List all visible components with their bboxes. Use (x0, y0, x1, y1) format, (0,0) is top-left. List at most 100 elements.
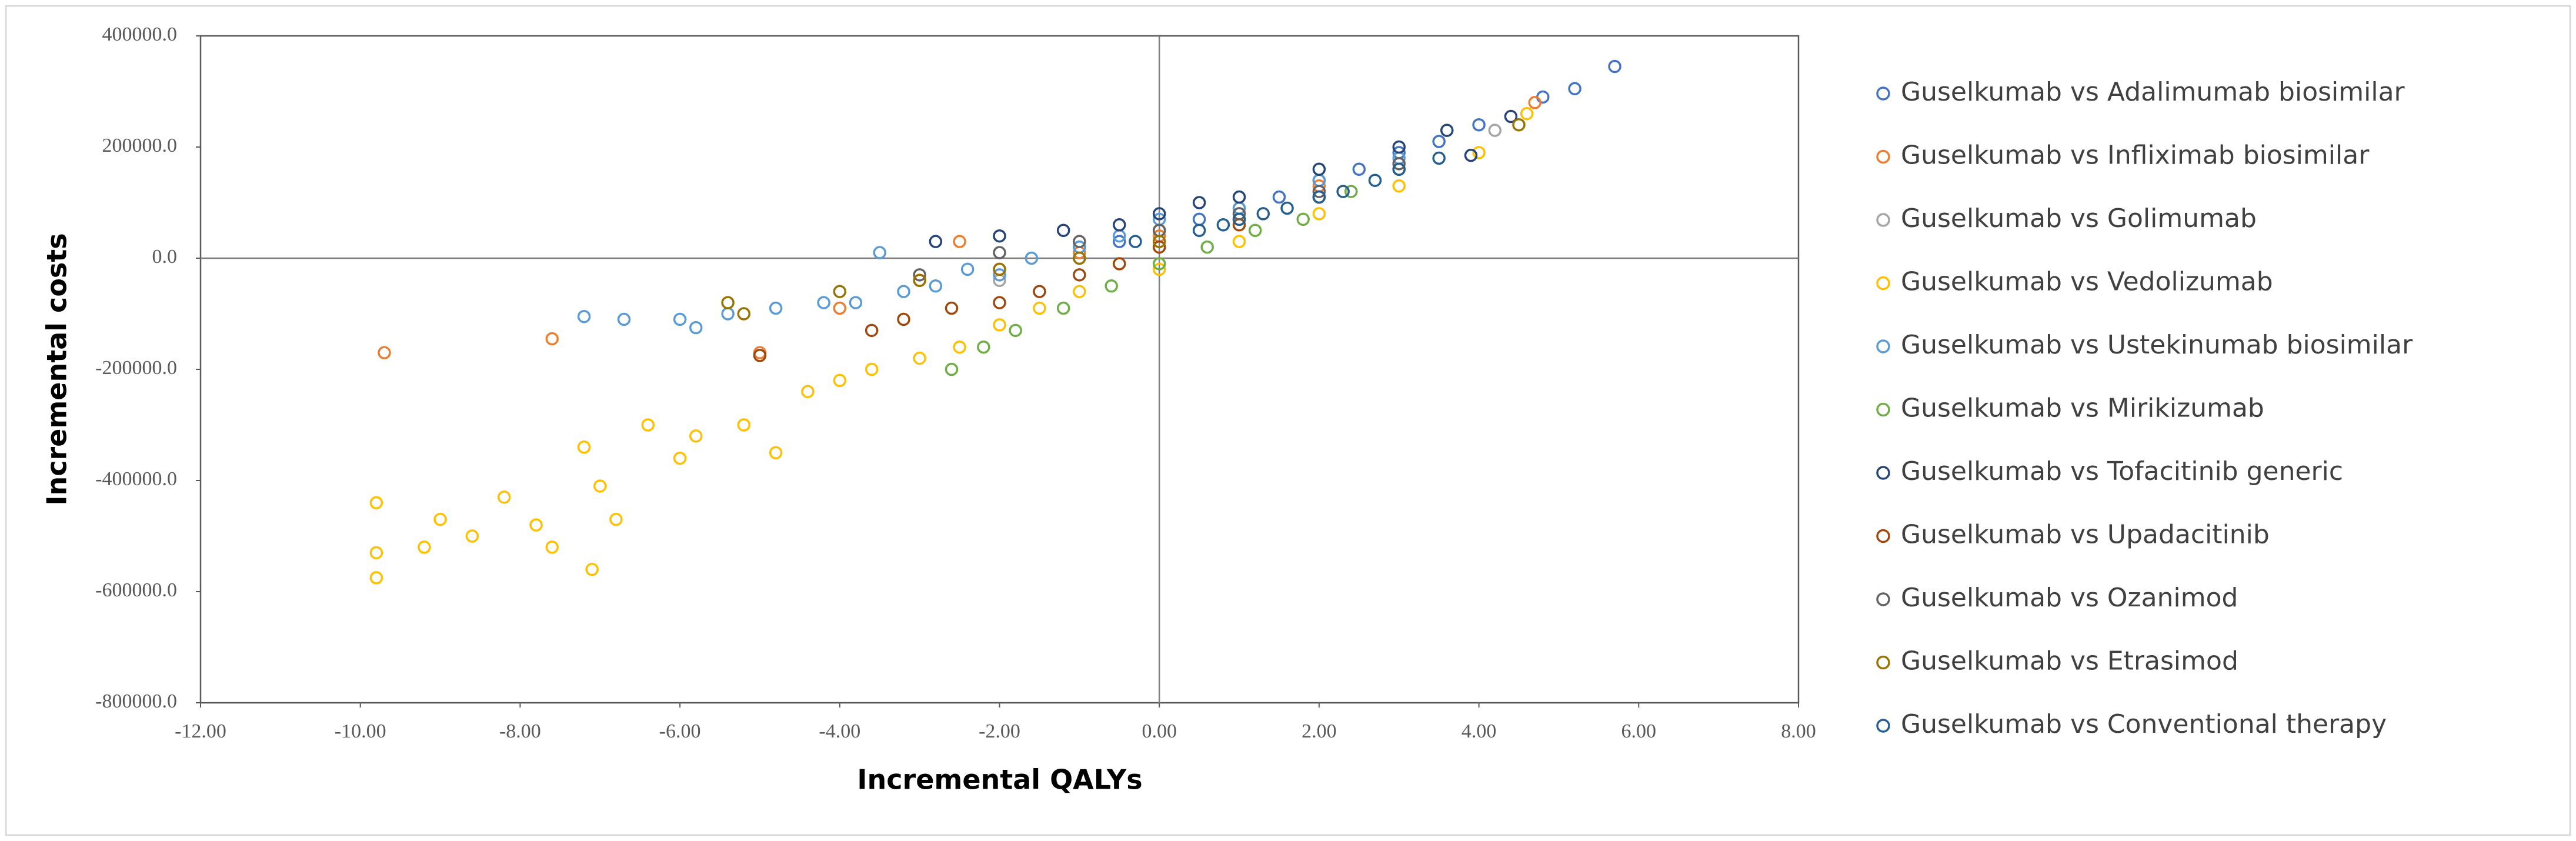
point (865, 323, 879, 338)
point (1105, 279, 1118, 293)
x-tick-label: -10.00 (335, 720, 386, 742)
point (641, 418, 655, 432)
point (673, 312, 687, 326)
point (1152, 240, 1166, 254)
point (801, 385, 815, 399)
legend-label: Guselkumab vs Mirikizumab (1901, 393, 2264, 423)
point (1232, 212, 1246, 226)
point (945, 301, 959, 315)
x-tick-label: 6.00 (1621, 720, 1657, 742)
point (1488, 124, 1502, 137)
point (833, 285, 847, 298)
point (1056, 223, 1070, 237)
point (1256, 207, 1270, 221)
point (1025, 251, 1039, 265)
point (497, 490, 511, 504)
point (1192, 196, 1206, 209)
point (1129, 235, 1142, 248)
point (1608, 59, 1621, 74)
legend-marker (1876, 719, 1890, 733)
point (817, 296, 830, 309)
point (1336, 185, 1350, 198)
legend-label: Guselkumab vs Conventional therapy (1901, 709, 2387, 739)
legend-marker (1876, 213, 1890, 227)
point (689, 321, 703, 335)
legend-marker (1876, 529, 1890, 543)
point (1232, 190, 1246, 204)
point (849, 296, 863, 309)
point (993, 229, 1006, 243)
legend-label: Guselkumab vs Vedolizumab (1901, 267, 2273, 297)
point (609, 512, 623, 526)
point (1512, 118, 1526, 132)
point (897, 285, 910, 298)
point (529, 518, 543, 532)
x-tick-label: -2.00 (979, 720, 1020, 742)
point (1280, 201, 1294, 215)
point (1152, 262, 1166, 276)
point (1192, 223, 1206, 237)
y-tick-label: -200000.0 (95, 357, 177, 379)
point (1392, 157, 1406, 171)
point (960, 262, 975, 276)
point (721, 296, 735, 309)
point (1113, 235, 1126, 248)
legend-marker (1876, 86, 1890, 101)
point (945, 362, 959, 376)
point (1113, 257, 1126, 271)
point (865, 362, 879, 376)
point (433, 512, 447, 526)
point (545, 332, 559, 346)
point (1073, 235, 1086, 248)
point (929, 235, 943, 248)
point (1152, 257, 1166, 271)
point (1232, 235, 1246, 248)
point (418, 540, 431, 554)
point (1113, 218, 1126, 232)
y-tick-label: 0.0 (152, 246, 178, 268)
point (873, 246, 886, 259)
point (673, 451, 687, 465)
point (585, 562, 599, 576)
point (1073, 285, 1086, 298)
point (1312, 207, 1326, 221)
point (1033, 285, 1046, 298)
x-tick-label: 8.00 (1781, 720, 1816, 742)
point (577, 440, 591, 454)
point (1248, 223, 1262, 237)
y-axis-title: Incremental costs (41, 233, 73, 505)
legend-label: Guselkumab vs Upadacitinib (1901, 520, 2270, 550)
point (1344, 185, 1358, 198)
point (1296, 212, 1310, 226)
x-tick-label: 0.00 (1142, 720, 1177, 742)
legend-label: Guselkumab vs Adalimumab biosimilar (1901, 77, 2405, 107)
point (993, 318, 1006, 332)
point (1312, 185, 1326, 198)
point (1432, 151, 1446, 165)
point (897, 312, 910, 326)
point (1200, 240, 1214, 254)
point (593, 479, 607, 493)
point (737, 418, 751, 432)
y-tick-label: -800000.0 (95, 690, 177, 712)
point (1009, 323, 1022, 338)
point (737, 307, 751, 321)
point (1504, 109, 1518, 124)
legend-marker (1876, 402, 1890, 417)
legend-label: Guselkumab vs Ustekinumab biosimilar (1901, 330, 2413, 360)
point (1368, 173, 1382, 187)
x-tick-label: -4.00 (819, 720, 860, 742)
x-tick-label: 4.00 (1461, 720, 1497, 742)
point (993, 296, 1006, 309)
x-tick-label: -8.00 (499, 720, 541, 742)
point (993, 268, 1006, 282)
point (769, 446, 783, 459)
point (1472, 118, 1486, 132)
legend-label: Guselkumab vs Infliximab biosimilar (1901, 141, 2370, 171)
legend-marker (1876, 655, 1890, 670)
y-tick-label: 400000.0 (102, 24, 178, 45)
point (1528, 96, 1541, 109)
x-tick-label: -12.00 (175, 720, 226, 742)
point (1392, 162, 1406, 176)
point (617, 312, 631, 326)
